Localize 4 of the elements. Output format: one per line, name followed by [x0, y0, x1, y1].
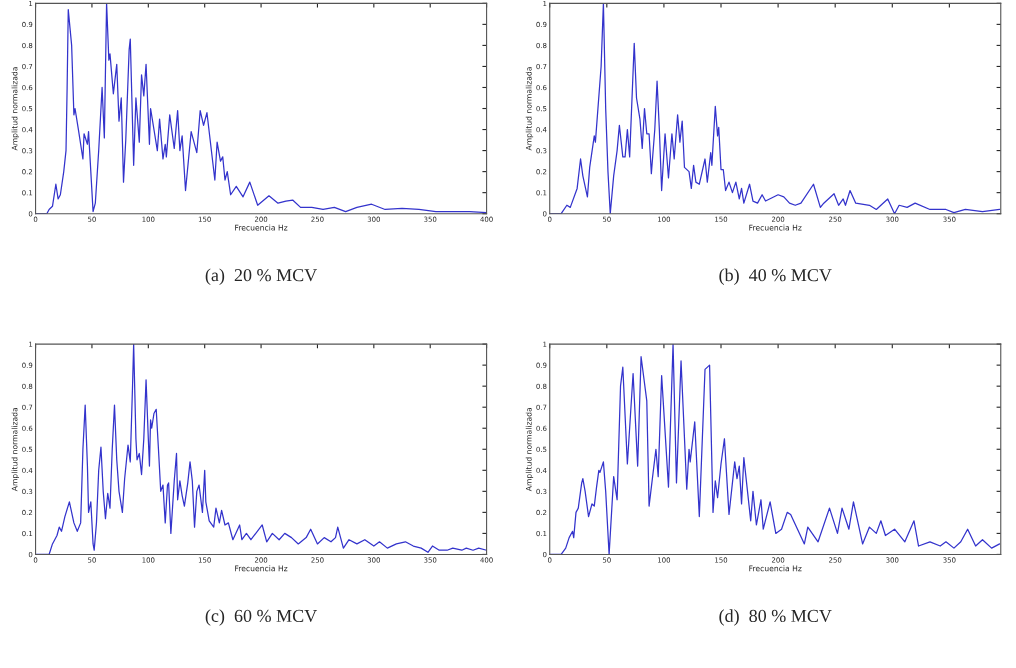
text: (a) 20 % MCV	[205, 268, 318, 285]
text: (b) 40 % MCV	[719, 268, 832, 285]
text: (d) 80 % MCV	[719, 609, 832, 626]
text: (c) 60 % MCV	[205, 609, 318, 626]
